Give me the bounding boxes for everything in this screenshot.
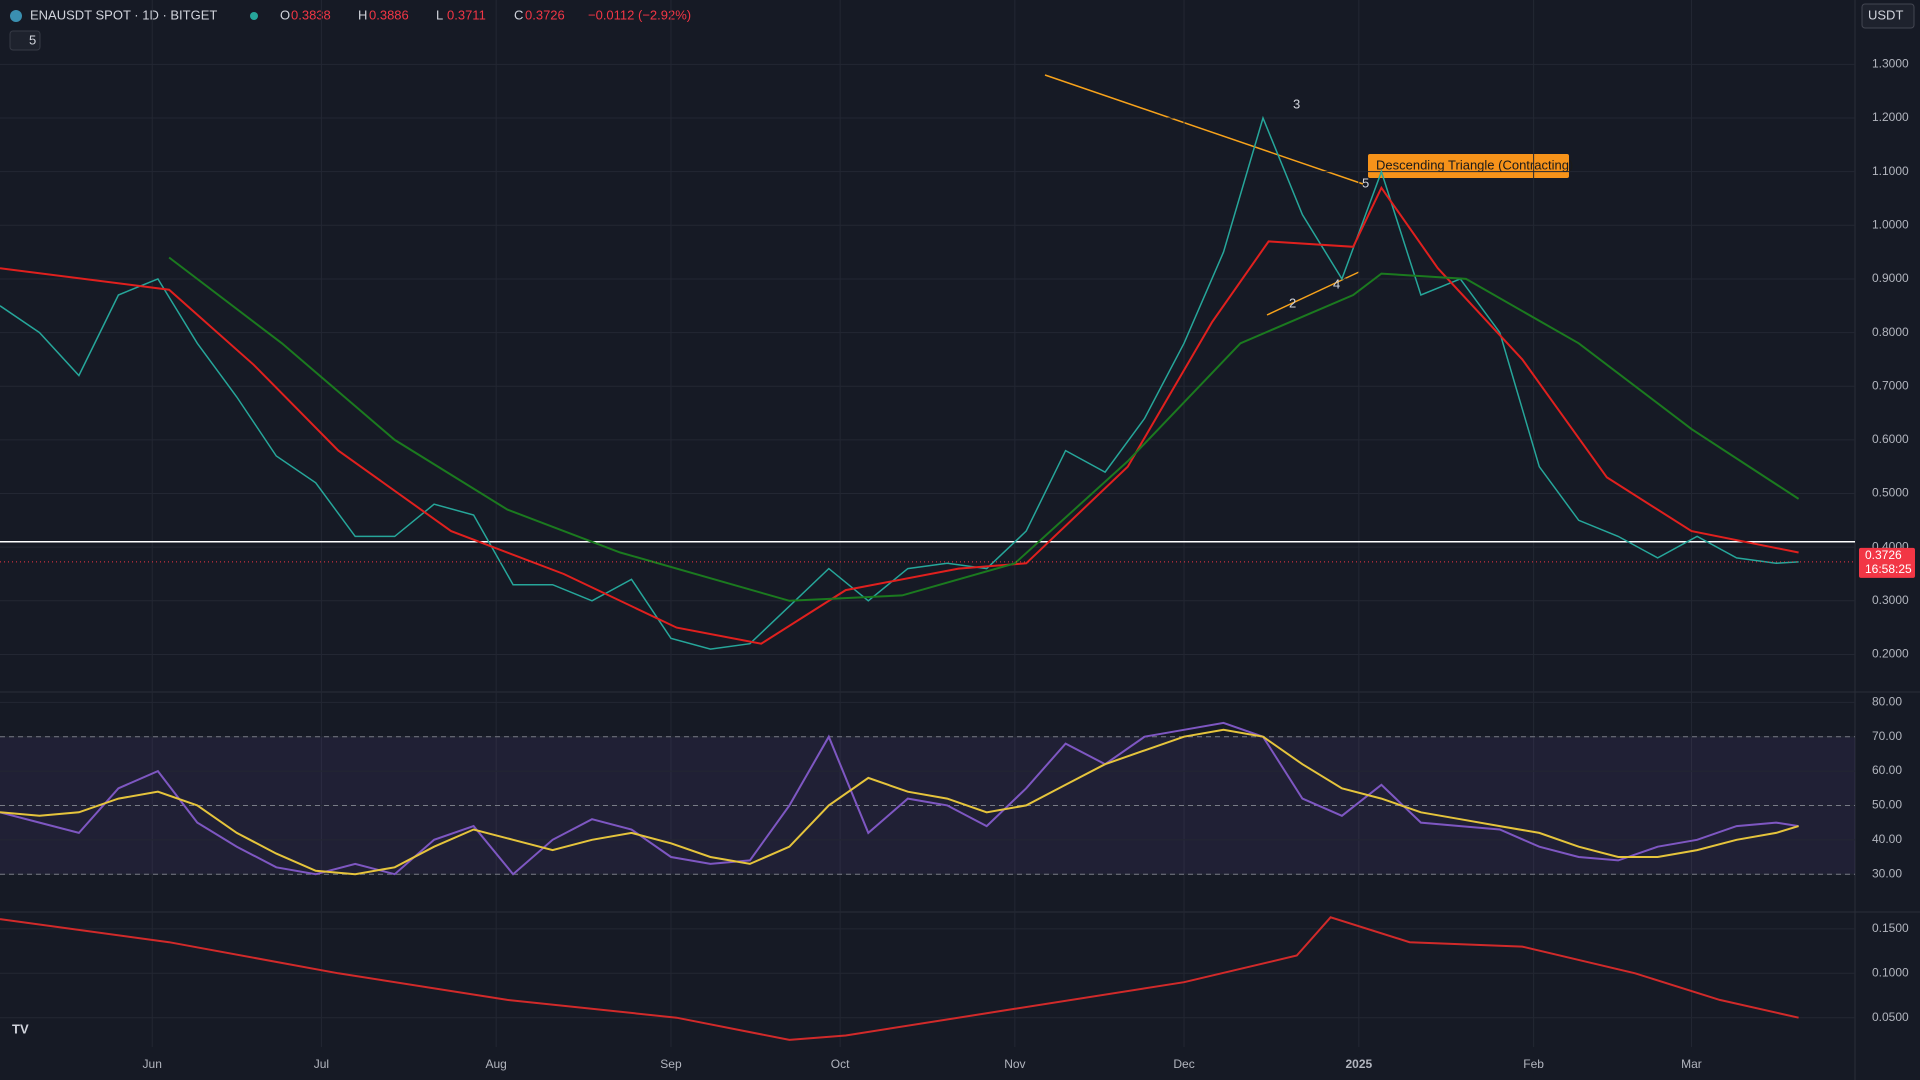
ohlc-key: O: [280, 7, 290, 22]
y-tick-label: 0.1000: [1872, 965, 1909, 979]
price-change: −0.0112 (−2.92%): [588, 7, 691, 22]
ohlc-value: 0.3726: [525, 7, 565, 22]
y-tick-label: 70.00: [1872, 729, 1902, 743]
ohlc-key: L: [436, 7, 443, 22]
indicator-toggle[interactable]: [9, 30, 41, 51]
series-line: [0, 916, 1799, 1041]
ohlc-value: 0.3838: [291, 7, 331, 22]
pattern-point: 3: [1293, 96, 1300, 111]
y-tick-label: 0.0500: [1872, 1010, 1909, 1024]
y-tick-label: 40.00: [1872, 832, 1902, 846]
indicator-count: 5: [29, 32, 36, 47]
y-tick-label: 1.0000: [1872, 217, 1909, 231]
x-tick-label: 2025: [1345, 1057, 1372, 1071]
pattern-point: 2: [1289, 295, 1296, 310]
y-tick-label: 0.6000: [1872, 432, 1909, 446]
x-tick-label: Dec: [1173, 1057, 1194, 1071]
price-tag: [1859, 547, 1915, 578]
ohlc-value: 0.3886: [369, 7, 409, 22]
y-tick-label: 0.7000: [1872, 378, 1909, 392]
price-countdown: 16:58:25: [1865, 562, 1912, 576]
series-line: [0, 728, 1799, 876]
symbol-logo: [10, 10, 22, 22]
currency-label: USDT: [1868, 7, 1903, 22]
x-tick-label: Aug: [485, 1057, 506, 1071]
status-dot: [250, 12, 258, 20]
series-line: [0, 115, 1799, 650]
ohlc-key: H: [358, 7, 367, 22]
y-tick-label: 0.5000: [1872, 486, 1909, 500]
y-tick-label: 0.2000: [1872, 647, 1909, 661]
x-tick-label: Feb: [1523, 1057, 1544, 1071]
pattern-point: 4: [1333, 276, 1340, 291]
x-tick-label: Oct: [831, 1057, 850, 1071]
y-tick-label: 60.00: [1872, 763, 1902, 777]
price-tag-value: 0.3726: [1865, 548, 1902, 562]
y-tick-label: 50.00: [1872, 798, 1902, 812]
triangle-upper: [1044, 74, 1364, 185]
y-tick-label: 1.3000: [1872, 57, 1909, 71]
series-line: [0, 721, 1799, 876]
pattern-point: 5: [1362, 175, 1369, 190]
y-tick-label: 30.00: [1872, 866, 1902, 880]
y-tick-label: 1.2000: [1872, 110, 1909, 124]
x-tick-label: Sep: [660, 1057, 682, 1071]
y-tick-label: 0.8000: [1872, 325, 1909, 339]
currency-button[interactable]: [1861, 3, 1915, 29]
ohlc-legend: O 0.3838 H 0.3886 L 0.3711 C 0.3726 −0.0112 (−2.…: [280, 7, 691, 22]
y-tick-label: 0.1500: [1872, 921, 1909, 935]
ohlc-value: 0.3711: [447, 7, 486, 22]
x-tick-label: Jul: [314, 1057, 329, 1071]
symbol-title: ENAUSDT SPOT · 1D · BITGET: [30, 7, 217, 22]
x-tick-label: Nov: [1004, 1057, 1025, 1071]
y-tick-label: 1.1000: [1872, 164, 1909, 178]
x-tick-label: Mar: [1681, 1057, 1702, 1071]
y-tick-label: 0.3000: [1872, 593, 1909, 607]
tv-logo: TV: [12, 1021, 29, 1036]
x-tick-label: Jun: [143, 1057, 162, 1071]
y-tick-label: 80.00: [1872, 694, 1902, 708]
ohlc-key: C: [514, 7, 523, 22]
y-tick-label: 0.9000: [1872, 271, 1909, 285]
series-line: [168, 256, 1800, 602]
annotation-text: Descending Triangle (Contracting): [1376, 157, 1573, 172]
series-line: [0, 185, 1799, 645]
